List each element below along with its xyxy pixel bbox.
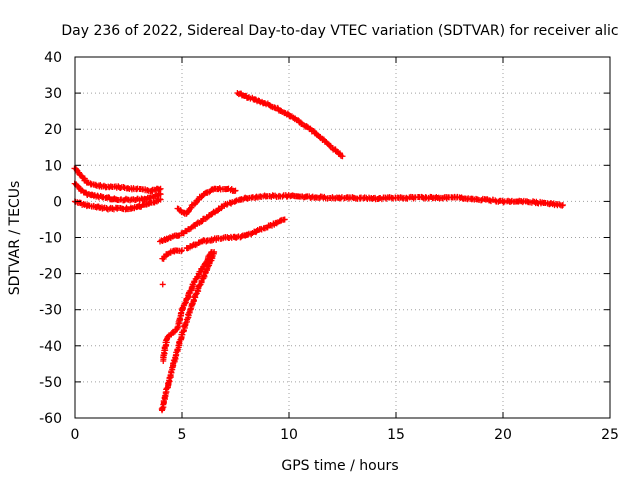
- grid-lines: [75, 57, 610, 418]
- y-tick-label: 30: [44, 86, 62, 102]
- y-tick-label: 20: [44, 122, 62, 138]
- y-axis-label: SDTVAR / TECUs: [7, 181, 23, 296]
- y-tick-label: 10: [44, 158, 62, 174]
- x-axis-label: GPS time / hours: [281, 458, 398, 474]
- x-tick-label: 0: [71, 427, 80, 443]
- y-tick-label: -10: [39, 231, 62, 247]
- series-track-5: [175, 185, 239, 217]
- x-tick-label: 10: [280, 427, 298, 443]
- data-points: [71, 90, 565, 413]
- data-point: [160, 281, 166, 287]
- x-tick-label: 25: [601, 427, 619, 443]
- series-isolated: [160, 281, 166, 287]
- series-track-6: [234, 90, 345, 159]
- y-tick-label: -30: [39, 303, 62, 319]
- chart-title: Day 236 of 2022, Sidereal Day-to-day VTE…: [61, 23, 618, 39]
- y-tick-label: -40: [39, 339, 62, 355]
- x-tick-label: 20: [494, 427, 512, 443]
- series-track-8: [159, 247, 185, 262]
- x-tick-label: 15: [387, 427, 405, 443]
- y-tick-label: 40: [44, 50, 62, 66]
- x-tick-label: 5: [178, 427, 187, 443]
- y-tick-label: -50: [39, 375, 62, 391]
- sdtvar-chart: Day 236 of 2022, Sidereal Day-to-day VTE…: [0, 0, 640, 480]
- y-tick-label: -60: [39, 411, 62, 427]
- axis-ticks: 0 5 10 15 20 25 -60 -50 -40 -30 -20 -10 0 10 20 30 40: [39, 50, 619, 443]
- y-tick-label: -20: [39, 267, 62, 283]
- y-tick-label: 0: [53, 194, 62, 210]
